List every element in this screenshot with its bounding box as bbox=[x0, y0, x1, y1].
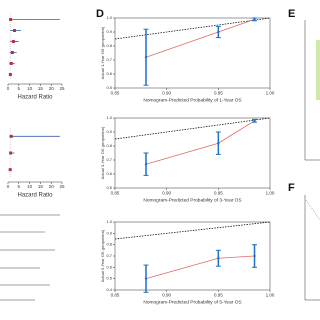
x-tick-label: 0.85 bbox=[111, 293, 120, 298]
x-tick-label: 0.85 bbox=[111, 91, 120, 96]
partial-nomogram bbox=[0, 214, 60, 301]
x-tick-label: 5 bbox=[18, 184, 21, 189]
hr-point bbox=[10, 51, 14, 54]
hr-point bbox=[9, 18, 13, 21]
partial-panel-e bbox=[304, 20, 320, 161]
calibration-line bbox=[145, 19, 255, 58]
hr-point bbox=[9, 62, 13, 65]
calibration-line bbox=[145, 120, 255, 165]
y-tick-label: 1.0 bbox=[106, 15, 112, 20]
point bbox=[144, 163, 148, 166]
y-tick-label: 0.5 bbox=[106, 276, 112, 281]
point bbox=[144, 277, 148, 280]
x-tick-label: 5 bbox=[18, 86, 21, 91]
hr-point bbox=[12, 29, 16, 32]
y-tick-label: 0.6 bbox=[106, 171, 112, 176]
plot-frame bbox=[114, 17, 271, 89]
hr-point bbox=[9, 134, 13, 138]
point bbox=[144, 56, 148, 59]
x-tick-label: 25 bbox=[59, 86, 65, 91]
x-tick-label: 1.00 bbox=[266, 91, 275, 96]
x-tick-label: 0.95 bbox=[214, 191, 223, 196]
ideal-line bbox=[114, 17, 271, 40]
x-tick-label: 1.00 bbox=[266, 293, 275, 298]
y-axis-title: Actual 3-Year OS (proportion) bbox=[100, 126, 105, 179]
y-axis-title: Actual 5-Year OS (proportion) bbox=[100, 229, 105, 282]
x-tick-label: 10 bbox=[27, 184, 33, 189]
x-axis-title: Nomogram-Predicted Probability of 1-Year… bbox=[143, 97, 241, 103]
x-tick-label: 0 bbox=[7, 86, 10, 91]
point bbox=[253, 18, 256, 21]
x-tick-label: 20 bbox=[49, 184, 55, 189]
ideal-line bbox=[114, 117, 271, 140]
y-tick-label: 1.0 bbox=[106, 219, 112, 224]
x-tick-label: 0.90 bbox=[162, 91, 171, 96]
x-tick-label: 0 bbox=[7, 184, 10, 189]
partial-panel-f bbox=[304, 195, 320, 301]
y-tick-label: 0.4 bbox=[106, 287, 112, 292]
y-tick-label: 0.7 bbox=[106, 57, 112, 62]
calibration-line bbox=[145, 255, 255, 280]
x-tick-label: 1.00 bbox=[266, 191, 275, 196]
x-axis-title: Nomogram-Predicted Probability of 5-Year… bbox=[143, 299, 241, 305]
x-axis-title: Hazard Ratio bbox=[17, 193, 53, 199]
y-tick-label: 0.8 bbox=[106, 43, 112, 48]
y-tick-label: 0.9 bbox=[106, 230, 112, 235]
x-tick-label: 15 bbox=[38, 184, 44, 189]
y-tick-label: 0.8 bbox=[106, 143, 112, 148]
y-tick-label: 0.5 bbox=[106, 85, 112, 90]
x-tick-label: 20 bbox=[49, 86, 55, 91]
plot-frame bbox=[114, 221, 271, 291]
x-axis-title: Nomogram-Predicted Probability of 3-Year… bbox=[143, 197, 241, 203]
hr-point bbox=[8, 73, 12, 76]
y-tick-label: 0.9 bbox=[106, 29, 112, 34]
y-tick-label: 0.5 bbox=[106, 185, 112, 190]
x-tick-label: 0.95 bbox=[214, 91, 223, 96]
y-tick-label: 0.6 bbox=[106, 71, 112, 76]
y-tick-label: 0.7 bbox=[106, 253, 112, 258]
x-tick-label: 10 bbox=[27, 86, 33, 91]
x-tick-label: 0.90 bbox=[162, 191, 171, 196]
x-tick-label: 0.90 bbox=[162, 293, 171, 298]
x-tick-label: 0.95 bbox=[214, 293, 223, 298]
x-axis-title: Hazard Ratio bbox=[17, 95, 53, 101]
x-tick-label: 25 bbox=[59, 184, 65, 189]
hr-point bbox=[8, 168, 12, 172]
y-axis-title: Actual 1-Year OS (proportion) bbox=[100, 26, 105, 79]
point bbox=[253, 254, 256, 258]
point bbox=[217, 142, 220, 145]
point bbox=[217, 30, 220, 34]
plot-frame bbox=[114, 117, 271, 189]
y-tick-label: 0.8 bbox=[106, 242, 112, 247]
y-tick-label: 0.6 bbox=[106, 264, 112, 269]
ideal-line bbox=[114, 221, 271, 240]
y-tick-label: 0.9 bbox=[106, 129, 112, 134]
point bbox=[253, 119, 256, 123]
hr-point bbox=[9, 151, 13, 155]
y-tick-label: 1.0 bbox=[106, 115, 112, 120]
panel-letter: D bbox=[96, 8, 104, 20]
y-tick-label: 0.7 bbox=[106, 157, 112, 162]
panel-letter: F bbox=[288, 182, 295, 194]
point bbox=[217, 257, 220, 260]
hr-point bbox=[11, 40, 15, 43]
x-tick-label: 0.85 bbox=[111, 191, 120, 196]
x-tick-label: 15 bbox=[38, 86, 44, 91]
panel-letter: E bbox=[288, 8, 295, 20]
